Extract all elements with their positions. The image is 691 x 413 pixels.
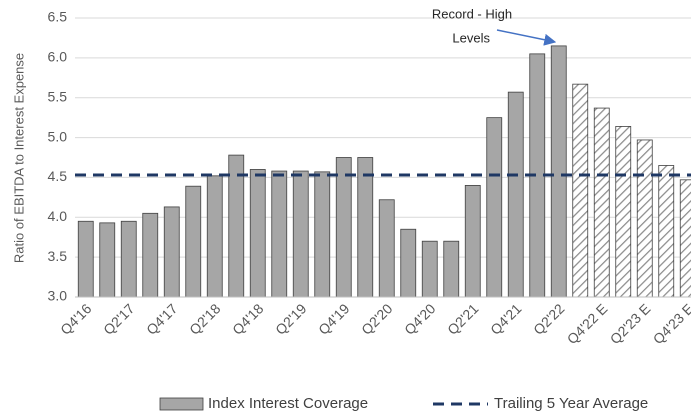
bar — [615, 126, 632, 298]
bar — [292, 170, 309, 298]
bar — [421, 240, 438, 298]
x-tick-label: Q4'18 — [229, 300, 267, 338]
bar — [271, 170, 288, 298]
y-tick-label: 4.5 — [48, 168, 68, 184]
bar — [507, 91, 524, 298]
annotation-text: Levels — [452, 30, 490, 45]
bar — [679, 179, 691, 298]
y-tick-label: 5.5 — [48, 88, 68, 104]
bar — [206, 175, 223, 298]
bar — [120, 220, 137, 298]
x-tick-label: Q4'17 — [143, 300, 181, 338]
bar — [486, 117, 503, 298]
x-tick-label: Q4'20 — [401, 300, 439, 338]
bar — [249, 169, 266, 298]
x-tick-label: Q4'16 — [57, 300, 95, 338]
bar — [550, 45, 567, 298]
bar — [593, 107, 610, 298]
x-tick-label: Q2'18 — [186, 300, 224, 338]
bar — [163, 206, 180, 298]
x-tick-label: Q2'20 — [358, 300, 396, 338]
legend-label: Trailing 5 Year Average — [494, 395, 648, 412]
y-tick-label: 3.0 — [48, 288, 68, 304]
x-tick-label: Q4'19 — [315, 300, 353, 338]
bar — [658, 165, 675, 298]
x-tick-label: Q4'23 E — [650, 300, 691, 347]
y-tick-label: 5.0 — [48, 128, 68, 144]
legend-label: Index Interest Coverage — [208, 395, 368, 412]
x-tick-label: Q4'22 E — [564, 300, 611, 347]
bar — [99, 222, 116, 298]
bar — [185, 185, 202, 298]
bar — [357, 157, 374, 298]
y-tick-label: 3.5 — [48, 248, 68, 264]
y-tick-label: 6.5 — [48, 9, 68, 25]
bar — [400, 228, 417, 298]
x-tick-label: Q2'21 — [444, 300, 482, 338]
bar — [142, 212, 159, 298]
bar — [443, 240, 460, 298]
bar — [77, 220, 94, 298]
bar — [378, 199, 395, 298]
y-tick-label: 6.0 — [48, 49, 68, 65]
x-tick-label: Q2'19 — [272, 300, 310, 338]
x-tick-label: Q2'17 — [100, 300, 138, 338]
x-tick-label: Q2'23 E — [607, 300, 654, 347]
bar — [464, 184, 481, 298]
bar — [314, 171, 331, 298]
y-tick-label: 4.0 — [48, 208, 68, 224]
y-axis-label: Ratio of EBITDA to Interest Expense — [11, 53, 26, 263]
x-tick-label: Q2'22 — [530, 300, 568, 338]
legend-swatch — [159, 397, 204, 411]
annotation-text: Record - High — [432, 6, 512, 21]
bar — [335, 157, 352, 298]
bar — [636, 139, 653, 298]
x-tick-label: Q4'21 — [487, 300, 525, 338]
bar — [572, 83, 589, 298]
annotation-arrow — [496, 29, 557, 46]
